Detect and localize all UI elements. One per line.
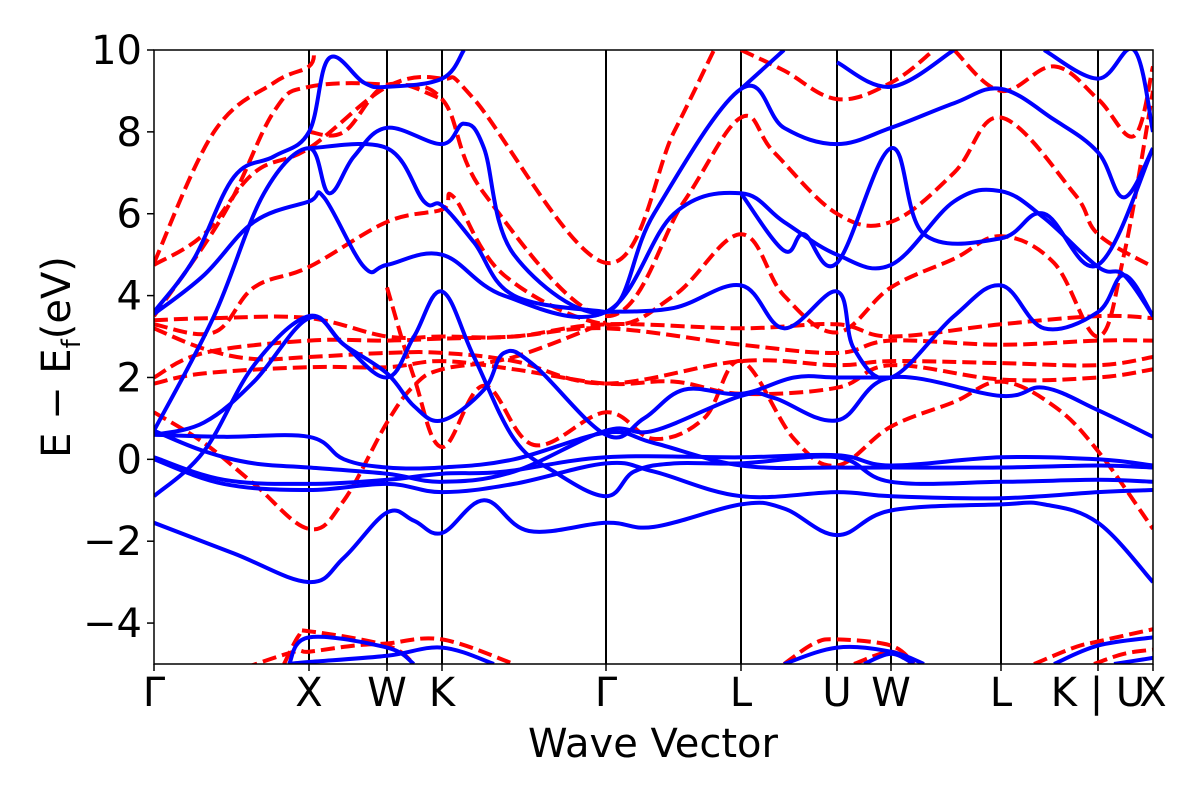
band-line-solid xyxy=(739,146,1153,269)
y-axis-ticks: −4 −2 0 2 4 6 8 10 xyxy=(83,28,154,647)
band-line-solid xyxy=(288,645,495,664)
y-tick-label: −2 xyxy=(83,519,142,565)
band-line-dashed xyxy=(154,90,1153,339)
band-line-dashed xyxy=(853,649,911,664)
x-tick-label: W xyxy=(367,670,407,716)
band-line-solid xyxy=(154,187,1153,320)
bands xyxy=(154,50,1153,664)
band-line-dashed xyxy=(385,286,1153,531)
y-tick-label: 2 xyxy=(117,355,142,401)
band-line-dashed xyxy=(782,637,916,664)
y-tick-label: 6 xyxy=(117,192,142,238)
band-line-solid xyxy=(154,452,1153,486)
plot-frame xyxy=(153,49,1154,665)
band-line-dashed xyxy=(154,326,1153,386)
band-line-solid xyxy=(605,273,1153,381)
band-line-dashed xyxy=(1093,647,1153,664)
series-spin-up xyxy=(154,50,1153,664)
band-line-solid xyxy=(863,651,915,664)
x-tick-label: X xyxy=(1139,670,1166,716)
x-tick-label: Γ xyxy=(595,670,618,716)
band-line-solid xyxy=(154,50,466,314)
band-line-dashed xyxy=(154,313,1153,340)
band-line-solid xyxy=(154,374,1153,484)
band-line-dashed xyxy=(154,359,1153,397)
svg-text:E − Ef(eV): E − Ef(eV) xyxy=(34,256,87,458)
y-axis-label-subscript: f xyxy=(57,338,87,348)
band-line-solid xyxy=(1042,50,1153,133)
y-axis-label: E − Ef(eV) xyxy=(34,256,87,458)
y-tick-label: −4 xyxy=(83,601,142,647)
band-line-solid xyxy=(154,314,891,440)
series-spin-down xyxy=(154,50,1153,664)
x-axis-label: Wave Vector xyxy=(528,721,779,767)
x-tick-label: Γ xyxy=(143,670,166,716)
band-line-solid xyxy=(739,50,786,91)
band-line-dashed xyxy=(154,50,716,267)
band-line-dashed xyxy=(282,628,416,664)
y-tick-label: 4 xyxy=(117,274,142,320)
x-tick-label: U xyxy=(822,670,851,716)
kpoint-lines xyxy=(308,50,1099,664)
band-line-solid xyxy=(1053,635,1153,664)
y-tick-label: 10 xyxy=(91,28,142,74)
band-line-solid xyxy=(287,634,416,664)
band-line-dashed xyxy=(952,50,1153,139)
band-line-solid xyxy=(783,644,925,664)
band-line-solid xyxy=(308,142,607,314)
x-tick-label: L xyxy=(730,670,753,716)
band-line-dashed xyxy=(154,326,1153,380)
band-line-dashed xyxy=(154,81,1153,319)
x-tick-label: L xyxy=(990,670,1013,716)
band-line-solid xyxy=(836,50,956,89)
y-tick-label: 0 xyxy=(117,437,142,483)
x-tick-label: W xyxy=(871,670,911,716)
y-axis-label-unit: (eV) xyxy=(34,256,80,339)
x-tick-label: X xyxy=(295,670,322,716)
y-axis-label-main: E − E xyxy=(34,348,80,458)
band-line-solid xyxy=(154,430,1153,471)
band-line-solid xyxy=(154,498,1153,585)
band-line-dashed xyxy=(154,320,607,532)
band-line-solid xyxy=(1113,655,1153,664)
band-line-solid xyxy=(154,457,1153,501)
x-tick-label: K xyxy=(429,670,457,716)
band-line-dashed xyxy=(308,81,443,138)
band-line-dashed xyxy=(154,50,316,264)
y-tick-label: 8 xyxy=(117,110,142,156)
x-tick-label: K | U xyxy=(1051,670,1145,716)
